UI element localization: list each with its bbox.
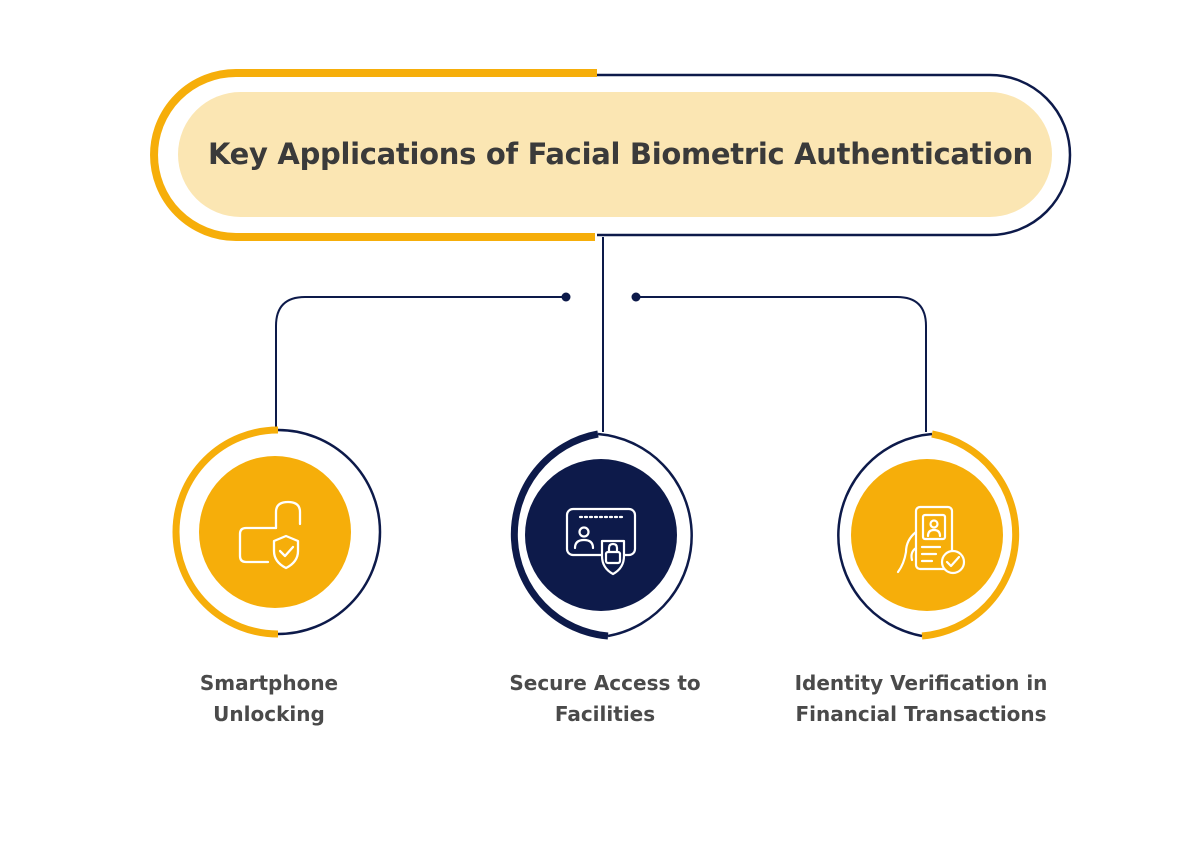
connector-left: [275, 296, 566, 430]
item-2-ring-thin: [597, 432, 693, 638]
item-3-label-line-2: Financial Transactions: [795, 702, 1047, 726]
item-3-ring-yellow: [921, 430, 1020, 640]
item-1-ring-yellow: [172, 426, 279, 638]
item-2-badge: [510, 430, 693, 640]
id-card-lock-icon: [565, 507, 637, 576]
item-1-ring-navy: [277, 428, 382, 636]
item-3-label-line-1: Identity Verification in: [794, 671, 1048, 695]
item-2-circle: [525, 459, 677, 611]
connector-right-dot: [631, 292, 641, 302]
title-pill: [178, 92, 1052, 217]
connector-right: [636, 296, 927, 432]
title-outline-navy: [597, 73, 1072, 237]
item-1-badge: [172, 426, 382, 638]
connector-left-dot: [561, 292, 571, 302]
item-1-label: Smartphone Unlocking: [119, 668, 419, 730]
item-1-label-line-1: Smartphone: [199, 671, 339, 695]
item-1-label-line-2: Unlocking: [213, 702, 325, 726]
item-3-ring-navy: [837, 432, 933, 638]
item-3-label: Identity Verification in Financial Trans…: [771, 668, 1071, 730]
page-title: Key Applications of Facial Biometric Aut…: [208, 137, 1033, 171]
item-2-label: Secure Access to Facilities: [455, 668, 755, 730]
title-outline-yellow: [150, 69, 597, 241]
item-2-label-line-1: Secure Access to: [509, 671, 701, 695]
unlocked-padlock-shield-icon: [238, 500, 302, 570]
item-2-ring-navy: [510, 430, 609, 640]
phone-id-check-icon: [896, 505, 966, 575]
item-2-label-line-2: Facilities: [554, 702, 656, 726]
item-1-circle: [199, 456, 351, 608]
item-3-badge: [837, 430, 1020, 640]
